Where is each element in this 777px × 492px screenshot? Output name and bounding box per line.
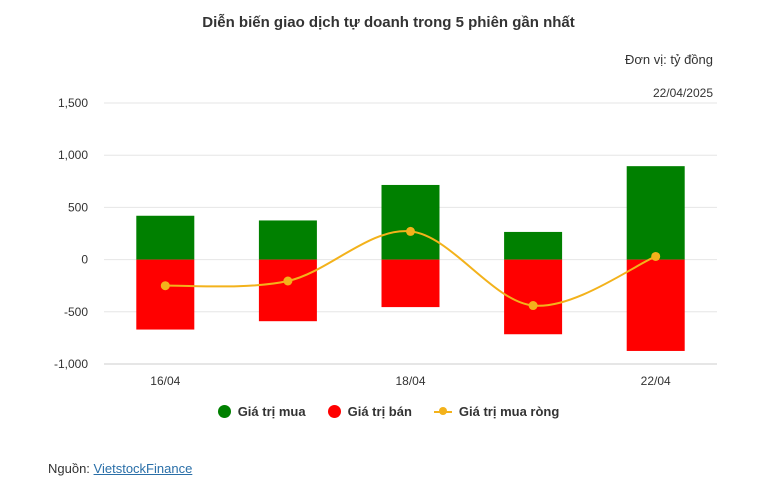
x-axis-ticks: 16/04 18/04 22/04 xyxy=(150,374,671,388)
buy-bar[interactable] xyxy=(258,220,317,260)
net-point[interactable] xyxy=(160,281,170,291)
sell-bar[interactable] xyxy=(136,259,195,330)
x-tick-label: 22/04 xyxy=(641,374,671,388)
buy-bar[interactable] xyxy=(626,166,685,260)
sell-bar[interactable] xyxy=(381,259,440,308)
unit-label: Đơn vị: tỷ đồng xyxy=(624,52,713,67)
legend-swatch-net xyxy=(433,405,452,418)
net-line xyxy=(160,226,661,311)
y-tick-label: -500 xyxy=(64,305,88,319)
legend-label-sell: Giá trị bán xyxy=(347,404,412,419)
net-point[interactable] xyxy=(406,226,415,236)
legend-item-sell[interactable]: Giá trị bán xyxy=(327,404,412,419)
legend-swatch-buy xyxy=(217,405,231,418)
y-tick-label: 500 xyxy=(68,200,88,214)
source-link[interactable]: VietstockFinance xyxy=(93,461,193,476)
chart-area: 1,500 1,000 500 0 -500 -1,000 16/04 18/04 22/04 xyxy=(54,96,717,388)
x-tick-label: 16/04 xyxy=(150,374,180,388)
legend-label-buy: Giá trị mua xyxy=(237,404,306,419)
sell-bar[interactable] xyxy=(258,259,317,322)
legend-label-net: Giá trị mua ròng xyxy=(458,404,560,419)
net-point[interactable] xyxy=(283,276,293,286)
source-label: Nguồn: xyxy=(48,461,94,476)
y-tick-label: 1,000 xyxy=(58,148,88,162)
buy-bar[interactable] xyxy=(136,215,195,260)
sell-bar[interactable] xyxy=(626,259,685,351)
chart-title: Diễn biến giao dịch tự doanh trong 5 phi… xyxy=(202,14,575,31)
bars xyxy=(136,166,685,351)
legend-item-buy[interactable]: Giá trị mua xyxy=(217,404,306,419)
buy-bar[interactable] xyxy=(504,231,563,260)
legend: Giá trị mua Giá trị bán Giá trị mua ròng xyxy=(0,404,777,419)
source-note: Nguồn: VietstockFinance xyxy=(48,461,192,476)
legend-swatch-sell xyxy=(327,405,341,418)
y-tick-label: 0 xyxy=(81,253,88,267)
net-point[interactable] xyxy=(651,251,661,261)
buy-bar[interactable] xyxy=(381,184,440,260)
sell-bar[interactable] xyxy=(504,259,563,335)
legend-item-net[interactable]: Giá trị mua ròng xyxy=(433,404,560,419)
net-point[interactable] xyxy=(528,301,538,311)
date-label: 22/04/2025 xyxy=(652,86,713,100)
x-tick-label: 18/04 xyxy=(395,374,425,388)
y-tick-label: -1,000 xyxy=(54,357,88,371)
y-tick-label: 1,500 xyxy=(58,96,88,110)
y-axis-ticks: 1,500 1,000 500 0 -500 -1,000 xyxy=(54,96,88,371)
